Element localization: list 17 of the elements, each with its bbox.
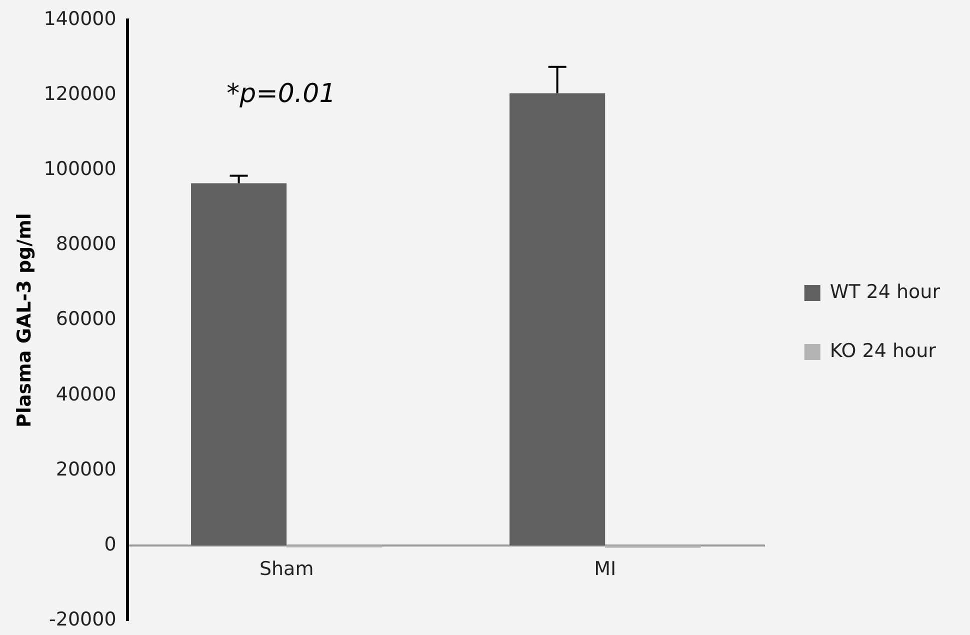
y-axis-title: Plasma GAL-3 pg/ml <box>13 213 36 428</box>
y-tick-label: 60000 <box>56 308 116 330</box>
legend-label: WT 24 hour <box>830 280 940 303</box>
y-tick-label: 100000 <box>44 158 116 180</box>
y-tick-label: 140000 <box>44 8 116 30</box>
bar <box>510 93 606 546</box>
y-tick-label: 120000 <box>44 83 116 106</box>
annotation: *p=0.01 <box>226 78 336 109</box>
bar <box>191 183 287 546</box>
y-tick-label: -20000 <box>49 608 116 631</box>
legend-label: KO 24 hour <box>830 340 936 362</box>
y-tick-label: 80000 <box>56 233 116 256</box>
y-tick-label: 20000 <box>56 458 116 480</box>
x-tick-label: MI <box>594 558 616 580</box>
y-tick-label: 40000 <box>56 383 116 406</box>
y-tick-label: 0 <box>104 533 116 556</box>
x-tick-label: Sham <box>259 558 314 580</box>
